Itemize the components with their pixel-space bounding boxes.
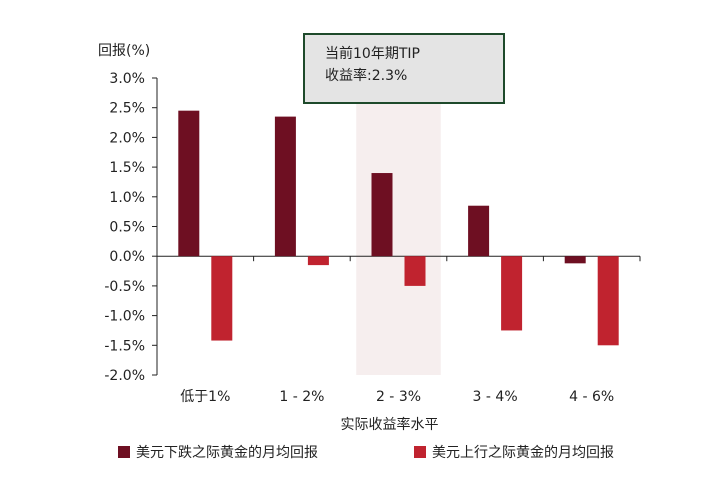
y-tick-label: 2.5%: [109, 101, 145, 117]
y-axis-ticks: 3.0% 2.5% 2.0% 1.5% 1.0% 0.5% 0.0% -0.5% -1.0% -1…: [104, 71, 157, 384]
bar-series-0-1: [274, 116, 296, 257]
bar-series-1-2: [404, 256, 426, 286]
bar-series-0-4: [564, 256, 586, 264]
highlight-band: [356, 102, 441, 375]
y-tick-label: 1.0%: [109, 190, 145, 206]
annotation-line-1: 当前10年期TIP: [325, 46, 420, 62]
y-tick-label: -1.5%: [104, 338, 145, 354]
bars: [178, 110, 619, 346]
bar-series-0-2: [371, 173, 393, 257]
y-tick-label: -0.5%: [104, 279, 145, 295]
x-category-label: 低于1%: [180, 389, 230, 405]
y-tick-label: 0.5%: [109, 220, 145, 236]
legend-item-usd-down: 美元下跌之际黄金的月均回报: [118, 442, 318, 462]
bar-series-0-3: [468, 205, 490, 257]
y-tick-label: 2.0%: [109, 130, 145, 146]
legend-swatch-usd-up: [414, 446, 426, 458]
x-category-label: 2 - 3%: [376, 389, 421, 405]
legend-swatch-usd-down: [118, 446, 130, 458]
annotation-box: 当前10年期TIP 收益率:2.3%: [303, 33, 505, 104]
x-category-label: 1 - 2%: [279, 389, 324, 405]
bar-series-1-4: [597, 256, 619, 346]
legend-item-usd-up: 美元上行之际黄金的月均回报: [414, 442, 614, 462]
y-tick-label: -2.0%: [104, 368, 145, 384]
y-tick-label: -1.0%: [104, 309, 145, 325]
y-tick-label: 1.5%: [109, 160, 145, 176]
x-category-label: 4 - 6%: [569, 389, 614, 405]
legend-label-usd-up: 美元上行之际黄金的月均回报: [432, 445, 614, 461]
annotation-line-2: 收益率:2.3%: [325, 68, 408, 84]
y-axis-title: 回报(%): [98, 43, 151, 59]
y-tick-label: 3.0%: [109, 71, 145, 87]
x-axis-title: 实际收益率水平: [340, 417, 439, 433]
y-tick-label: 0.0%: [109, 249, 145, 265]
legend: 美元下跌之际黄金的月均回报 美元上行之际黄金的月均回报: [0, 442, 723, 462]
bar-series-1-1: [307, 256, 329, 266]
x-axis-ticks: 低于1% 1 - 2% 2 - 3% 3 - 4% 4 - 6%: [180, 389, 614, 405]
legend-label-usd-down: 美元下跌之际黄金的月均回报: [136, 445, 318, 461]
x-category-label: 3 - 4%: [473, 389, 518, 405]
bar-series-1-0: [211, 256, 233, 341]
bar-series-1-3: [501, 256, 523, 331]
bar-series-0-0: [178, 110, 200, 257]
